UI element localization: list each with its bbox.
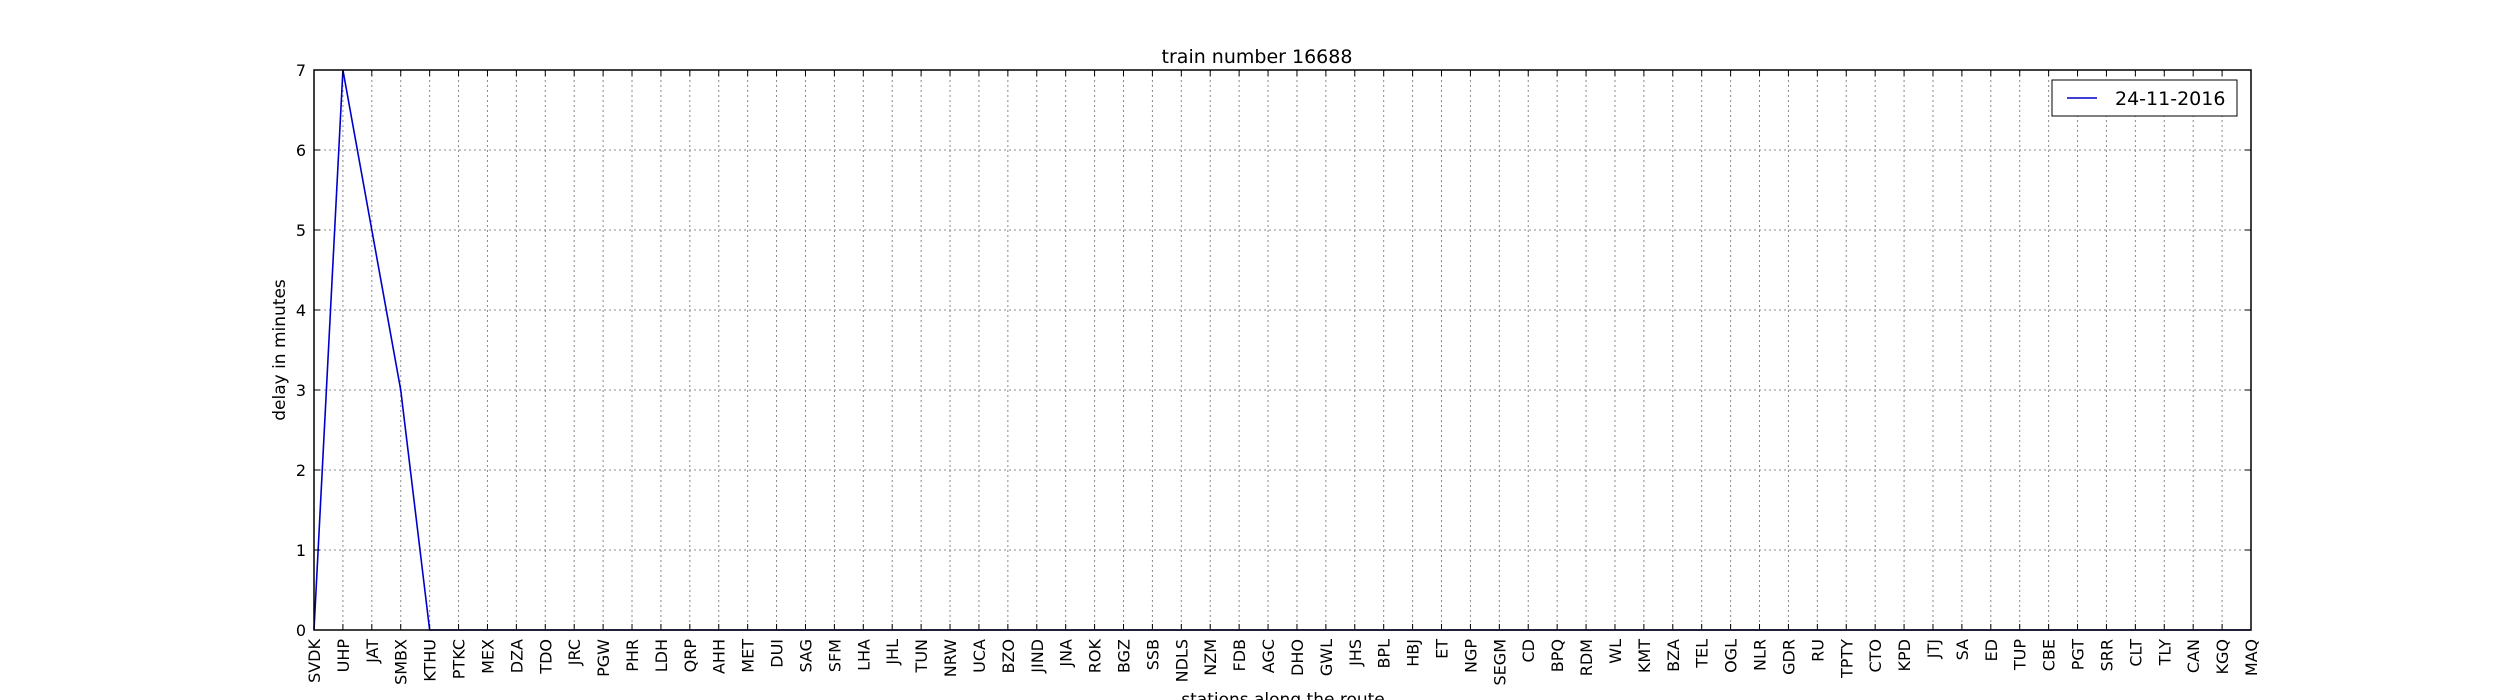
x-tick-label: MET (739, 639, 758, 673)
x-tick-label: JHL (883, 639, 902, 666)
x-tick-label: ET (1433, 639, 1452, 659)
x-tick-label: TUN (912, 639, 931, 673)
x-tick-label: PTKC (450, 639, 469, 679)
x-tick-label: BZO (999, 639, 1018, 674)
x-tick-label: AGC (1259, 639, 1278, 673)
x-tick-label: UHP (334, 639, 353, 673)
x-tick-label: GWL (1317, 639, 1336, 676)
x-tick-label: SRR (2097, 639, 2116, 671)
x-tick-label: JHS (1346, 639, 1365, 667)
x-tick-label: DUI (768, 639, 787, 668)
x-axis-ticks: SVDK UHP JAT SMBX KTHU PTKC MEX DZA TDO JRC PGW PHR… (305, 70, 2261, 685)
x-tick-label: PGT (2069, 639, 2088, 670)
x-tick-label: DZA (507, 639, 526, 673)
x-tick-label: TLY (2155, 639, 2174, 667)
y-tick-label: 6 (296, 141, 306, 160)
x-tick-label: BPQ (1548, 639, 1567, 672)
grid-lines (314, 70, 2251, 630)
x-tick-label: SFM (825, 639, 844, 672)
x-tick-label: JNA (1057, 639, 1076, 668)
y-tick-label: 0 (296, 621, 306, 640)
x-tick-label: HBJ (1404, 639, 1423, 667)
x-tick-label: TUP (2011, 639, 2030, 671)
x-tick-label: AHH (710, 639, 729, 674)
x-tick-label: SAG (796, 639, 815, 673)
x-tick-label: NLR (1751, 639, 1770, 671)
x-tick-label: KGQ (2213, 639, 2232, 674)
x-tick-label: NZM (1201, 639, 1220, 676)
x-tick-label: JIND (1028, 639, 1047, 674)
y-axis-ticks: 0 1 2 3 4 5 6 7 (296, 61, 2251, 640)
x-tick-label: SA (1953, 639, 1972, 660)
y-tick-label: 3 (296, 381, 306, 400)
x-tick-label: SMBX (392, 639, 411, 685)
x-tick-label: GDR (1779, 639, 1798, 675)
x-tick-label: NRW (941, 639, 960, 677)
x-tick-label: JRC (565, 639, 584, 666)
x-tick-label: CBE (2040, 639, 2059, 671)
legend: 24-11-2016 (2051, 79, 2238, 117)
x-tick-label: NGP (1461, 639, 1480, 673)
chart-title: train number 16688 (1162, 46, 1353, 68)
x-tick-label: PHR (623, 639, 642, 672)
x-tick-label: FDB (1230, 639, 1249, 672)
series-line (313, 69, 2251, 631)
x-tick-label: RU (1808, 639, 1827, 662)
x-tick-label: KPD (1895, 639, 1914, 671)
x-tick-label: WL (1606, 639, 1625, 664)
x-tick-label: UCA (970, 639, 989, 673)
x-tick-label: ROK (1086, 638, 1105, 673)
x-tick-label: JAT (363, 639, 382, 664)
legend-label: 24-11-2016 (2115, 88, 2225, 110)
y-tick-label: 7 (296, 61, 306, 80)
x-tick-label: ED (1982, 639, 2001, 661)
x-tick-label: TPTY (1837, 639, 1856, 679)
x-axis-label: stations along the route (1181, 690, 1385, 700)
x-tick-label: JTJ (1924, 639, 1943, 659)
x-tick-label: BPL (1375, 639, 1394, 669)
x-tick-label: CTO (1866, 639, 1885, 673)
x-tick-label: MEX (478, 639, 497, 674)
x-tick-label: LHA (854, 639, 873, 671)
x-tick-label: SEGM (1490, 639, 1509, 685)
x-tick-label: NDLS (1172, 639, 1191, 682)
x-tick-label: CAN (2184, 639, 2203, 673)
x-tick-label: BGZ (1114, 639, 1133, 673)
x-tick-label: PGW (594, 639, 613, 677)
x-tick-label: RDM (1577, 639, 1596, 676)
x-tick-label: QRP (681, 639, 700, 673)
x-tick-label: KMT (1635, 639, 1654, 673)
y-axis-label: delay in minutes (270, 279, 290, 421)
x-tick-label: SSB (1143, 639, 1162, 670)
x-tick-label: BZA (1664, 639, 1683, 672)
x-tick-label: DHO (1288, 639, 1307, 676)
x-tick-label: LDH (652, 639, 671, 672)
x-tick-label: TDO (536, 639, 555, 675)
x-tick-label: SVDK (305, 639, 324, 683)
plot-frame (313, 69, 2252, 631)
y-tick-label: 1 (296, 541, 306, 560)
y-tick-label: 4 (296, 301, 306, 320)
y-tick-label: 2 (296, 461, 306, 480)
x-tick-label: OGL (1722, 639, 1741, 673)
x-tick-label: KTHU (421, 639, 440, 682)
y-tick-label: 5 (296, 221, 306, 240)
x-tick-label: MAQ (2242, 639, 2261, 676)
x-tick-label: TEL (1693, 639, 1712, 669)
x-tick-label: CLT (2126, 639, 2145, 667)
series-lines (313, 69, 2251, 631)
x-tick-label: CD (1519, 639, 1538, 663)
